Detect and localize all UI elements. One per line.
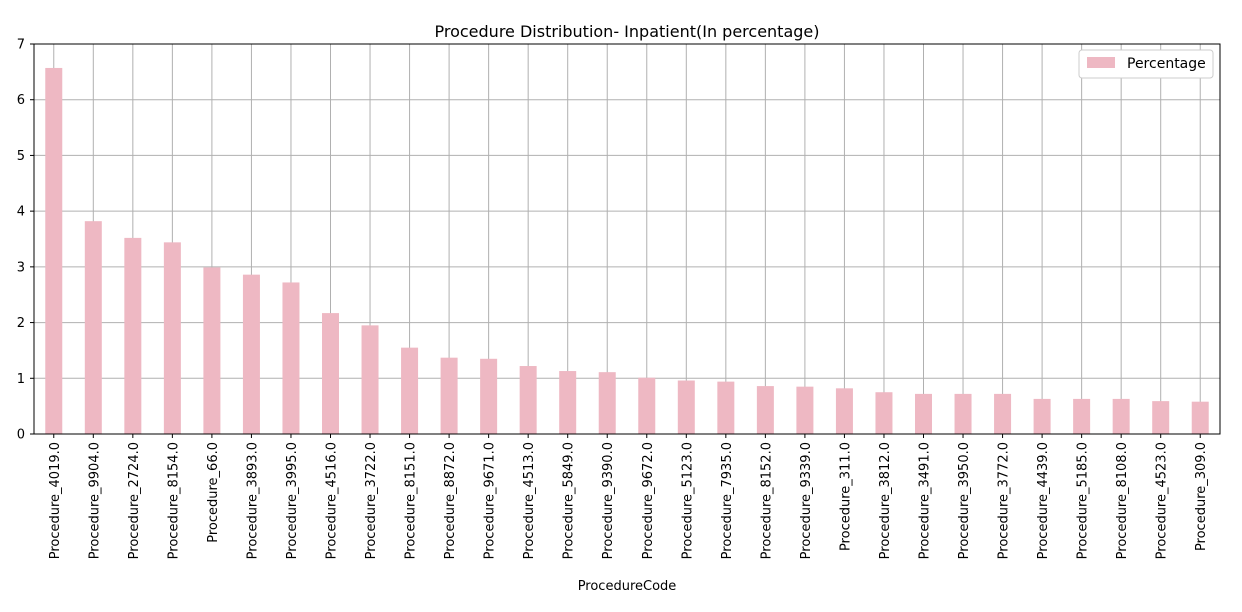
bar-procedure-309-0	[1191, 401, 1209, 434]
bar-procedure-3950-0	[954, 393, 972, 434]
bar-procedure-7935-0	[717, 381, 735, 434]
bar-procedure-3491-0	[915, 393, 932, 434]
bar-procedure-4516-0	[322, 313, 339, 434]
bar-procedure-2724-0	[124, 237, 142, 434]
x-axis: Procedure_4019.0 Procedure_9904.0 Procedur…	[48, 434, 1209, 559]
x-tick-label: Procedure_3812.0	[878, 442, 893, 559]
x-tick-label: Procedure_3491.0	[918, 442, 933, 559]
bar-procedure-9671-0	[480, 358, 498, 434]
legend: Percentage	[1078, 49, 1214, 79]
x-tick-label: Procedure_9339.0	[799, 442, 814, 559]
y-tick-label: 2	[17, 316, 25, 331]
x-tick-label: Procedure_5123.0	[680, 442, 695, 559]
x-tick-label: Procedure_3995.0	[285, 442, 300, 559]
x-tick-label: Procedure_9672.0	[641, 442, 656, 559]
bar-procedure-3722-0	[361, 325, 379, 434]
x-tick-label: Procedure_8872.0	[443, 442, 458, 559]
bar-procedure-66-0	[203, 267, 221, 434]
x-tick-label: Procedure_9671.0	[483, 442, 498, 559]
bar-procedure-8872-0	[440, 357, 458, 434]
x-tick-label: Procedure_2724.0	[127, 442, 142, 559]
x-tick-label: Procedure_3950.0	[957, 442, 972, 559]
legend-label-percentage: Percentage	[1127, 56, 1206, 72]
bars	[45, 67, 1209, 434]
y-tick-label: 4	[17, 205, 25, 220]
bar-procedure-3893-0	[242, 274, 260, 434]
bar-procedure-5849-0	[559, 371, 577, 434]
x-tick-label: Procedure_309.0	[1194, 442, 1209, 551]
bar-procedure-8152-0	[756, 386, 774, 434]
x-axis-label: ProcedureCode	[578, 579, 677, 594]
bar-procedure-5185-0	[1073, 398, 1091, 434]
x-tick-label: Procedure_9390.0	[601, 442, 616, 559]
chart-title: Procedure Distribution- Inpatient(In per…	[435, 22, 820, 41]
x-tick-label: Procedure_311.0	[838, 442, 853, 551]
bar-procedure-9672-0	[638, 377, 656, 434]
bar-procedure-9904-0	[84, 221, 102, 434]
x-tick-label: Procedure_8151.0	[404, 442, 419, 559]
x-tick-label: Procedure_8154.0	[166, 442, 181, 559]
y-axis: 0 1 2 3 4 5 6 7	[17, 38, 34, 443]
bar-procedure-311-0	[835, 388, 853, 434]
bar-procedure-5123-0	[677, 380, 695, 434]
bar-procedure-8108-0	[1112, 398, 1130, 434]
x-tick-label: Procedure_4019.0	[48, 442, 63, 559]
bar-procedure-3995-0	[282, 282, 300, 434]
x-tick-label: Procedure_3893.0	[245, 442, 260, 559]
bar-procedure-9390-0	[598, 372, 616, 434]
x-tick-label: Procedure_5185.0	[1076, 442, 1091, 559]
bar-procedure-3772-0	[994, 393, 1012, 434]
x-tick-label: Procedure_4516.0	[325, 442, 340, 559]
x-tick-label: Procedure_4439.0	[1036, 442, 1051, 559]
legend-swatch-percentage	[1087, 57, 1115, 68]
x-tick-label: Procedure_8152.0	[759, 442, 774, 559]
y-tick-label: 7	[17, 38, 25, 53]
bar-procedure-4513-0	[519, 366, 537, 434]
x-tick-label: Procedure_4523.0	[1155, 442, 1170, 559]
bar-procedure-4523-0	[1152, 401, 1170, 434]
x-tick-label: Procedure_8108.0	[1115, 442, 1130, 559]
y-tick-label: 6	[17, 93, 25, 108]
y-tick-label: 3	[17, 260, 25, 275]
y-tick-label: 0	[17, 428, 25, 443]
bar-procedure-8151-0	[401, 347, 419, 434]
plot-frame	[33, 43, 1221, 435]
x-tick-label: Procedure_3722.0	[364, 442, 379, 559]
bar-procedure-8154-0	[163, 242, 181, 434]
bar-procedure-4019-0	[45, 67, 63, 434]
bar-procedure-4439-0	[1033, 398, 1051, 434]
bar-procedure-9339-0	[796, 386, 814, 434]
x-tick-label: Procedure_3772.0	[997, 442, 1012, 559]
x-tick-label: Procedure_7935.0	[720, 442, 735, 559]
x-tick-label: Procedure_4513.0	[522, 442, 537, 559]
bar-procedure-3812-0	[875, 392, 893, 434]
x-tick-label: Procedure_5849.0	[562, 442, 577, 559]
x-tick-label: Procedure_66.0	[206, 442, 221, 543]
x-tick-label: Procedure_9904.0	[87, 442, 102, 559]
y-tick-label: 5	[17, 149, 25, 164]
y-tick-label: 1	[17, 372, 25, 387]
